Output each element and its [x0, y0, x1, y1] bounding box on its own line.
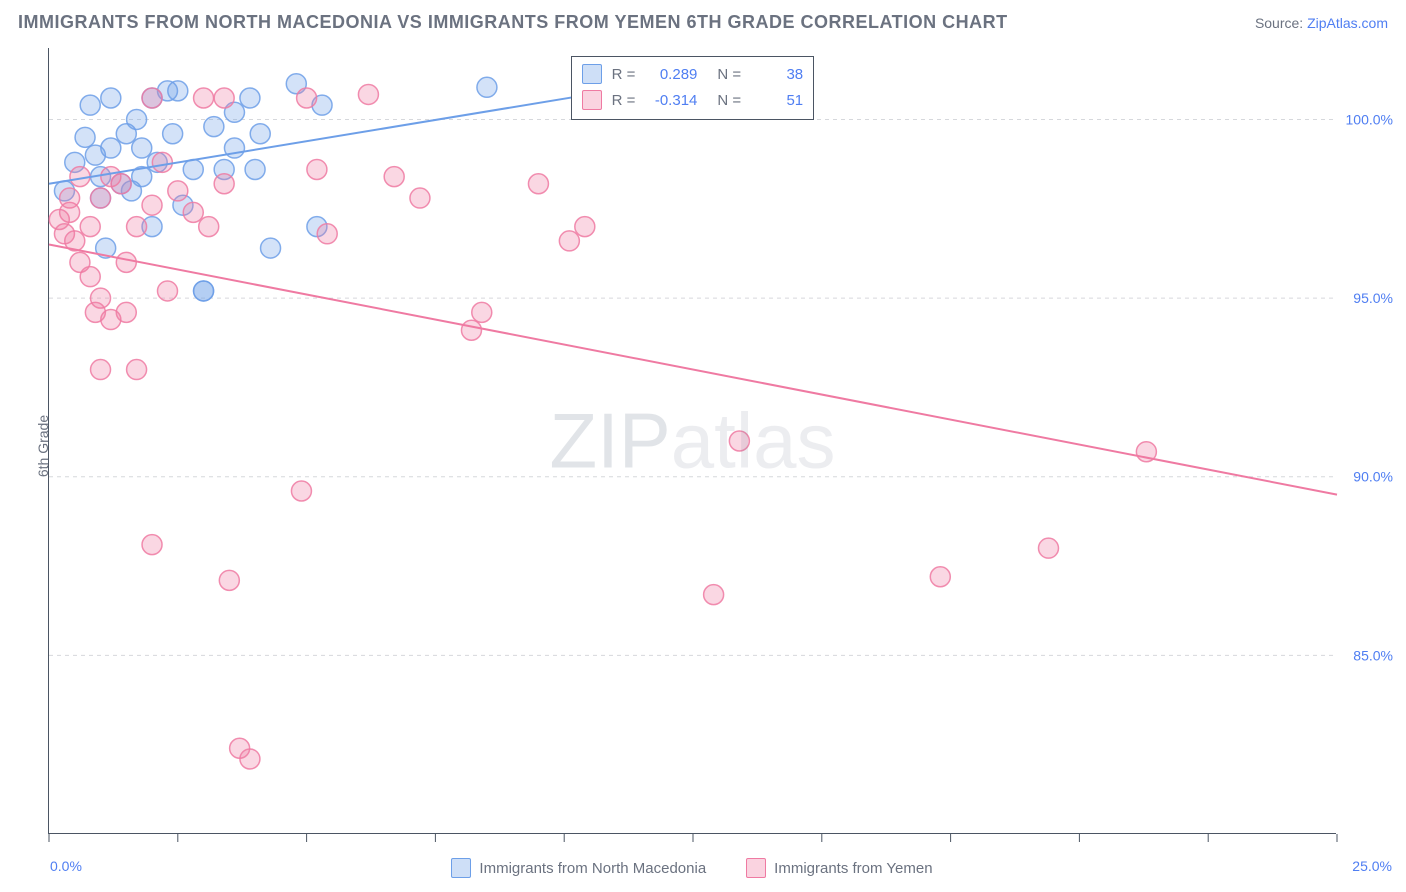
chart-plot-area: 85.0%90.0%95.0%100.0% ZIPatlas R =0.289N… — [48, 48, 1336, 834]
n-value: 38 — [751, 66, 803, 83]
data-point — [410, 188, 430, 208]
data-point — [127, 360, 147, 380]
data-point — [472, 302, 492, 322]
legend-swatch — [746, 858, 766, 878]
source-link[interactable]: ZipAtlas.com — [1307, 15, 1388, 31]
r-label: R = — [612, 66, 636, 83]
data-point — [261, 238, 281, 258]
data-point — [317, 224, 337, 244]
legend-item: Immigrants from North Macedonia — [451, 858, 706, 878]
r-value: -0.314 — [645, 92, 697, 109]
data-point — [168, 81, 188, 101]
data-point — [80, 217, 100, 237]
data-point — [60, 202, 80, 222]
data-point — [729, 431, 749, 451]
n-label: N = — [717, 92, 741, 109]
data-point — [111, 174, 131, 194]
data-point — [91, 360, 111, 380]
data-point — [204, 117, 224, 137]
data-point — [384, 167, 404, 187]
legend-swatch — [582, 90, 602, 110]
data-point — [219, 570, 239, 590]
data-point — [461, 320, 481, 340]
data-point — [152, 152, 172, 172]
chart-svg: 85.0%90.0%95.0%100.0% — [49, 48, 1337, 834]
correlation-legend-row: R = -0.314 N = 51 — [582, 87, 804, 113]
data-point — [528, 174, 548, 194]
source-prefix: Source: — [1255, 15, 1307, 31]
data-point — [91, 188, 111, 208]
data-point — [116, 252, 136, 272]
data-point — [250, 124, 270, 144]
data-point — [199, 217, 219, 237]
y-tick-label: 85.0% — [1353, 647, 1393, 663]
chart-title: IMMIGRANTS FROM NORTH MACEDONIA VS IMMIG… — [18, 12, 1008, 33]
data-point — [194, 88, 214, 108]
data-point — [297, 88, 317, 108]
data-point — [245, 159, 265, 179]
data-point — [240, 749, 260, 769]
data-point — [75, 127, 95, 147]
data-point — [116, 302, 136, 322]
data-point — [127, 217, 147, 237]
data-point — [307, 159, 327, 179]
r-value: 0.289 — [645, 66, 697, 83]
n-value: 51 — [751, 92, 803, 109]
data-point — [575, 217, 595, 237]
data-point — [358, 84, 378, 104]
data-point — [477, 77, 497, 97]
legend-label: Immigrants from Yemen — [774, 860, 932, 877]
data-point — [704, 585, 724, 605]
legend-swatch — [582, 64, 602, 84]
data-point — [183, 202, 203, 222]
y-tick-label: 90.0% — [1353, 469, 1393, 485]
trend-line — [49, 245, 1337, 495]
legend-item: Immigrants from Yemen — [746, 858, 932, 878]
legend-label: Immigrants from North Macedonia — [479, 860, 706, 877]
legend-swatch — [451, 858, 471, 878]
data-point — [91, 288, 111, 308]
series-legend: Immigrants from North Macedonia Immigrant… — [48, 858, 1336, 878]
data-point — [142, 195, 162, 215]
data-point — [194, 281, 214, 301]
n-label: N = — [717, 66, 741, 83]
data-point — [101, 138, 121, 158]
data-point — [291, 481, 311, 501]
data-point — [163, 124, 183, 144]
data-point — [183, 159, 203, 179]
x-tick-label: 25.0% — [1352, 858, 1392, 874]
data-point — [101, 88, 121, 108]
data-point — [80, 267, 100, 287]
data-point — [1038, 538, 1058, 558]
source-credit: Source: ZipAtlas.com — [1255, 15, 1388, 31]
data-point — [132, 138, 152, 158]
data-point — [168, 181, 188, 201]
y-tick-label: 95.0% — [1353, 290, 1393, 306]
data-point — [142, 88, 162, 108]
data-point — [214, 88, 234, 108]
data-point — [127, 109, 147, 129]
data-point — [80, 95, 100, 115]
data-point — [240, 88, 260, 108]
y-tick-label: 100.0% — [1346, 111, 1393, 127]
r-label: R = — [612, 92, 636, 109]
data-point — [930, 567, 950, 587]
data-point — [142, 535, 162, 555]
correlation-legend-row: R = 0.289 N = 38 — [582, 61, 804, 87]
data-point — [559, 231, 579, 251]
data-point — [214, 174, 234, 194]
correlation-legend: R = 0.289 N = 38 R = -0.314 N = 51 — [571, 56, 815, 120]
data-point — [157, 281, 177, 301]
